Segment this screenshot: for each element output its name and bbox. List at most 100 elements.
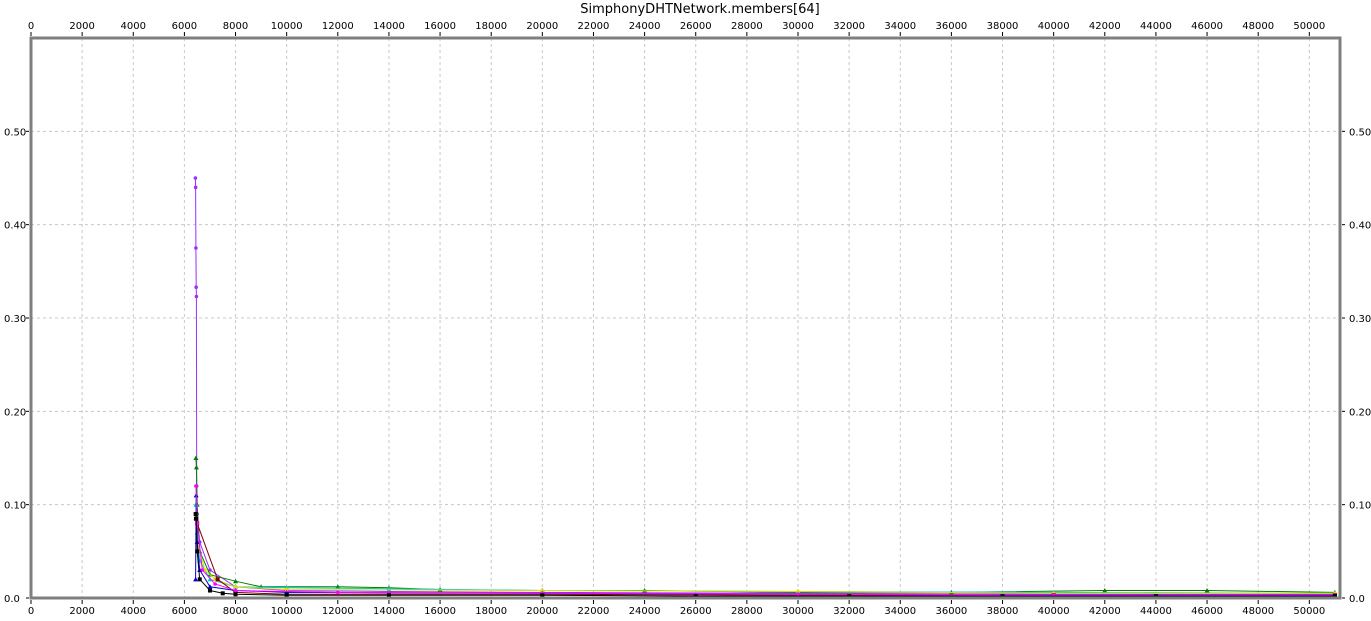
x-tick-label-top: 50000 <box>1293 21 1325 32</box>
x-tick-label-top: 0 <box>28 21 34 32</box>
x-tick-label-bottom: 32000 <box>833 606 865 617</box>
x-tick-label-bottom: 28000 <box>731 606 763 617</box>
data-point <box>233 578 239 584</box>
data-point <box>796 592 800 597</box>
y-tick-label-right: 0.0 <box>1349 594 1365 605</box>
y-tick-label-right: 0.40 <box>1349 221 1371 232</box>
data-point <box>335 584 341 589</box>
series-line <box>195 485 1335 596</box>
x-tick-label-bottom: 14000 <box>373 606 405 617</box>
data-point <box>386 593 391 598</box>
series-1 <box>193 455 1338 595</box>
data-point <box>193 576 199 582</box>
x-tick-label-top: 10000 <box>271 21 303 32</box>
x-tick-label-bottom: 50000 <box>1293 606 1325 617</box>
x-tick-label-bottom: 36000 <box>935 606 967 617</box>
x-tick-label-top: 36000 <box>935 21 967 32</box>
x-tick-label-top: 42000 <box>1089 21 1121 32</box>
data-point <box>1000 594 1005 599</box>
data-point <box>693 594 698 599</box>
x-tick-label-top: 40000 <box>1038 21 1070 32</box>
data-point <box>1332 594 1337 599</box>
y-tick-label-right: 0.30 <box>1349 314 1371 325</box>
x-tick-label-bottom: 12000 <box>322 606 354 617</box>
data-point <box>642 588 648 593</box>
x-tick-label-top: 48000 <box>1242 21 1274 32</box>
data-point <box>1153 594 1158 599</box>
data-point <box>220 591 225 596</box>
x-tick-label-bottom: 18000 <box>475 606 507 617</box>
x-tick-label-bottom: 20000 <box>526 606 558 617</box>
data-point <box>193 464 199 470</box>
data-point <box>233 588 238 593</box>
x-tick-label-bottom: 16000 <box>424 606 456 617</box>
data-point <box>540 588 545 593</box>
x-tick-label-bottom: 0 <box>28 606 34 617</box>
data-point <box>194 516 199 521</box>
x-tick-label-bottom: 42000 <box>1089 606 1121 617</box>
y-tick-label-right: 0.10 <box>1349 501 1371 512</box>
data-point <box>215 577 220 582</box>
series-line <box>195 495 1335 596</box>
data-point <box>197 577 202 582</box>
data-point <box>284 587 289 592</box>
data-point <box>193 185 198 190</box>
x-tick-label-top: 8000 <box>223 21 248 32</box>
data-point <box>200 568 205 572</box>
x-tick-label-bottom: 46000 <box>1191 606 1223 617</box>
data-point <box>233 592 238 597</box>
chart-title: SimphonyDHTNetwork.members[64] <box>580 2 819 17</box>
gridlines <box>31 38 1340 598</box>
series-layer <box>193 176 1338 599</box>
series-4 <box>193 516 1337 598</box>
data-point <box>1204 588 1210 593</box>
data-point <box>213 582 217 586</box>
x-tick-label-top: 20000 <box>526 21 558 32</box>
data-point <box>796 589 800 594</box>
data-point <box>207 584 213 589</box>
x-tick-label-top: 22000 <box>578 21 610 32</box>
x-tick-label-bottom: 4000 <box>121 606 146 617</box>
y-tick-label-left: 0.50 <box>4 127 26 138</box>
x-tick-label-top: 18000 <box>475 21 507 32</box>
data-point <box>194 294 199 299</box>
series-2 <box>193 502 1338 596</box>
y-tick-label-right: 0.20 <box>1349 407 1371 418</box>
x-tick-label-top: 24000 <box>629 21 661 32</box>
x-tick-label-top: 44000 <box>1140 21 1172 32</box>
data-point <box>540 593 545 598</box>
data-point <box>1102 588 1108 593</box>
x-tick-label-top: 38000 <box>987 21 1019 32</box>
data-point <box>194 285 198 290</box>
x-tick-label-top: 30000 <box>782 21 814 32</box>
axes: 0 0 2000 2000 4000 4000 6000 6000 8000 8000 10000 1… <box>4 21 1371 617</box>
x-tick-label-top: 46000 <box>1191 21 1223 32</box>
x-tick-label-bottom: 38000 <box>987 606 1019 617</box>
data-point <box>207 588 212 593</box>
y-tick-label-left: 0.30 <box>4 314 26 325</box>
data-point <box>194 484 198 488</box>
x-tick-label-top: 2000 <box>69 21 94 32</box>
x-tick-label-top: 16000 <box>424 21 456 32</box>
x-tick-label-bottom: 40000 <box>1038 606 1070 617</box>
data-point <box>847 594 852 599</box>
x-tick-label-bottom: 10000 <box>271 606 303 617</box>
series-line <box>195 513 1335 597</box>
x-tick-label-bottom: 26000 <box>680 606 712 617</box>
series-7 <box>193 512 1337 599</box>
series-6 <box>194 484 1337 597</box>
series-0 <box>193 176 1337 597</box>
data-point <box>233 585 238 589</box>
series-line <box>195 513 1335 594</box>
x-tick-label-bottom: 30000 <box>782 606 814 617</box>
data-point <box>203 568 207 572</box>
x-tick-label-top: 4000 <box>121 21 146 32</box>
series-3 <box>194 512 1337 596</box>
y-tick-label-left: 0.20 <box>4 407 26 418</box>
data-point <box>208 568 212 572</box>
x-tick-label-top: 34000 <box>884 21 916 32</box>
x-tick-label-bottom: 48000 <box>1242 606 1274 617</box>
y-tick-label-left: 0.10 <box>4 501 26 512</box>
x-tick-label-top: 32000 <box>833 21 865 32</box>
x-tick-label-bottom: 44000 <box>1140 606 1172 617</box>
